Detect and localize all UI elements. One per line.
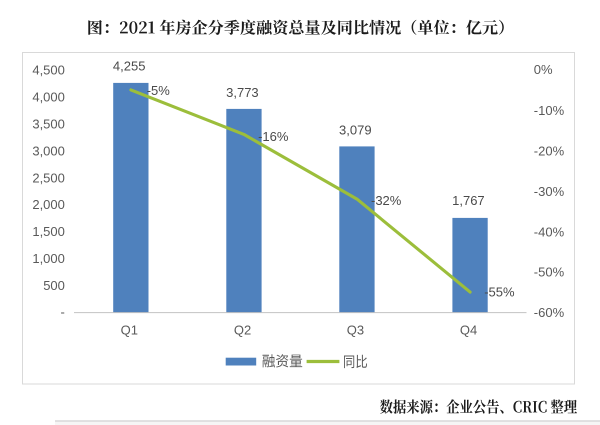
svg-text:-16%: -16%	[258, 129, 289, 144]
svg-text:-10%: -10%	[534, 103, 565, 118]
svg-text:1,500: 1,500	[32, 224, 65, 239]
svg-text:Q1: Q1	[121, 322, 138, 337]
svg-text:Q2: Q2	[234, 322, 251, 337]
svg-text:-40%: -40%	[534, 224, 565, 239]
svg-text:Q3: Q3	[347, 322, 364, 337]
svg-text:3,773: 3,773	[226, 85, 259, 100]
svg-text:-32%: -32%	[371, 193, 402, 208]
svg-text:4,255: 4,255	[113, 58, 146, 73]
svg-text:3,000: 3,000	[32, 143, 65, 158]
svg-text:-20%: -20%	[534, 143, 565, 158]
svg-text:3,079: 3,079	[339, 122, 372, 137]
svg-text:-5%: -5%	[147, 83, 171, 98]
svg-text:-: -	[61, 305, 65, 320]
svg-text:-55%: -55%	[484, 284, 515, 299]
svg-text:2,500: 2,500	[32, 170, 65, 185]
svg-text:4,500: 4,500	[32, 62, 65, 77]
svg-text:500: 500	[43, 278, 65, 293]
svg-text:3,500: 3,500	[32, 116, 65, 131]
svg-text:-50%: -50%	[534, 265, 565, 280]
svg-text:4,000: 4,000	[32, 89, 65, 104]
svg-text:2,000: 2,000	[32, 197, 65, 212]
svg-text:1,000: 1,000	[32, 251, 65, 266]
svg-text:-30%: -30%	[534, 184, 565, 199]
svg-text:Q4: Q4	[460, 322, 477, 337]
svg-text:-60%: -60%	[534, 305, 565, 320]
svg-text:0%: 0%	[534, 62, 553, 77]
svg-text:1,767: 1,767	[452, 193, 485, 208]
